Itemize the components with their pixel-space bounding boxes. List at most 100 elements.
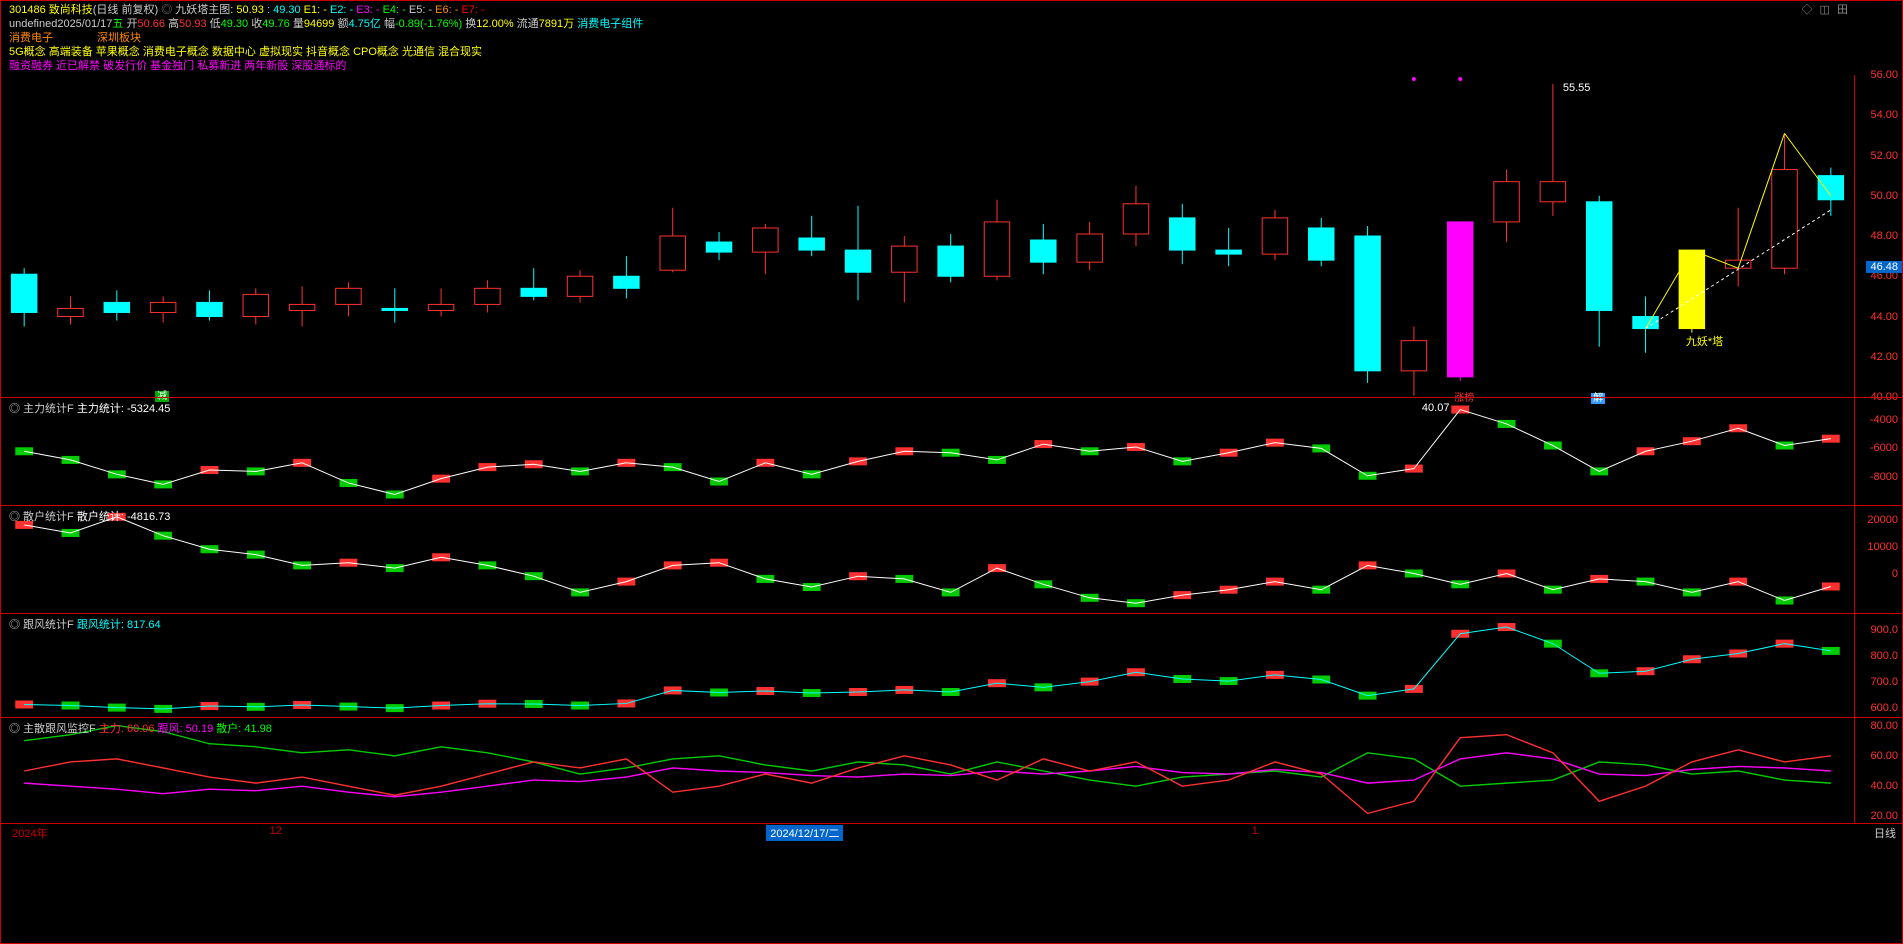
indicator-val-8: E7: -	[458, 4, 484, 16]
time-axis[interactable]: 2024年 12 2024/12/17/二 1 日线	[1, 823, 1902, 839]
ohlc-seg-17: 7891万	[539, 18, 574, 30]
sub4-series-name-1: 跟风:	[158, 723, 183, 735]
time-label[interactable]: 12	[270, 825, 282, 837]
sub4-panel[interactable]: ◎ 主散跟风监控F 主力: 60.06 跟风: 50.19 散户: 41.98 …	[1, 717, 1902, 823]
time-label[interactable]: 2024/12/17/二	[766, 825, 843, 841]
y-tick: 600.0	[1870, 702, 1898, 714]
price-annotation: 九妖*塔	[1686, 333, 1723, 349]
sub2-panel[interactable]: ◎ 散户统计F 散户统计: -4816.73 20000 10000 0	[1, 505, 1902, 613]
y-tick: -8000	[1870, 471, 1898, 483]
ohlc-seg-5: 49.30	[221, 18, 249, 30]
sub4-series-val-0: 60.06	[124, 723, 158, 735]
ohlc-seg-16: 流通	[514, 18, 539, 30]
sub3-panel[interactable]: ◎ 跟风统计F 跟风统计: 817.64 900.0 800.0 700.0 600.0	[1, 613, 1902, 717]
y-tick: 54.00	[1870, 109, 1898, 121]
ohlc-seg-13: -0.89(-1.76%)	[395, 18, 462, 30]
y-tick: 80.00	[1870, 720, 1898, 732]
sub4-title: ◎ 主散跟风监控F 主力: 60.06 跟风: 50.19 散户: 41.98	[9, 720, 272, 736]
ohlc-seg-3: 50.93	[179, 18, 207, 30]
indicator-val-5: E4: -	[380, 4, 406, 16]
header-line5: 融资融券 近已解禁 破发行价 基金独门 私募新进 两年新股 深股通标的	[9, 59, 1896, 73]
indicator-val-1: : 49.30	[264, 4, 301, 16]
header-line3: 消费电子 深圳板块	[9, 31, 1896, 45]
y-tick: 700.0	[1870, 676, 1898, 688]
indicator-val-7: E6: -	[432, 4, 458, 16]
y-tick: 42.00	[1870, 351, 1898, 363]
stock-code: 301486	[9, 4, 49, 16]
ohlc-seg-12: 幅	[381, 18, 395, 30]
sub2-panel-plot[interactable]	[1, 506, 1854, 613]
header-line2: undefined2025/01/17五 开50.66 高50.93 低49.3…	[9, 17, 1896, 31]
y-tick: -6000	[1870, 442, 1898, 454]
main-plot[interactable]: 55.5540.07九妖*塔减涨榜解	[1, 75, 1854, 397]
ohlc-seg-7: 49.76	[262, 18, 290, 30]
header: 301486 致尚科技(日线 前复权) ◎ 九妖塔主图: 50.93 : 49.…	[1, 1, 1902, 75]
y-tick: 52.00	[1870, 150, 1898, 162]
sub4-series-name-2: 散户:	[216, 723, 241, 735]
ohlc-seg-15: 12.00%	[476, 18, 513, 30]
y-axis: 20000 10000 0	[1854, 506, 1902, 613]
sub1-panel-plot[interactable]	[1, 398, 1854, 505]
y-axis: 900.0 800.0 700.0 600.0	[1854, 614, 1902, 717]
sub1-panel-label: 主力统计:	[77, 403, 124, 415]
y-tick: 10000	[1867, 541, 1898, 553]
indicator-val-6: E5: -	[406, 4, 432, 16]
indicator-val-4: E3: -	[353, 4, 379, 16]
sub4-plot[interactable]	[1, 718, 1854, 823]
gear-icon[interactable]: ◎ 跟风统计F	[9, 619, 77, 631]
gear-icon[interactable]: ◎ 散户统计F	[9, 511, 77, 523]
sub1-panel[interactable]: ◎ 主力统计F 主力统计: -5324.45 -4000 -6000 -8000	[1, 397, 1902, 505]
ohlc-seg-1: 50.66	[137, 18, 165, 30]
y-axis: 40.0042.0044.0046.0048.0050.0052.0054.00…	[1854, 75, 1902, 397]
sub3-panel-label: 跟风统计:	[77, 619, 124, 631]
indicator-val-0: : 50.93	[230, 4, 264, 16]
ohlc-seg-14: 换	[462, 18, 476, 30]
time-label[interactable]: 2024年	[12, 825, 47, 841]
indicator-val-2: E1: -	[301, 4, 327, 16]
time-label[interactable]: 1	[1252, 825, 1258, 837]
header-line4: 5G概念 高端装备 苹果概念 消费电子概念 数据中心 虚拟现实 抖音概念 CPO…	[9, 45, 1896, 59]
y-axis: -4000 -6000 -8000	[1854, 398, 1902, 505]
sub2-panel-title: ◎ 散户统计F 散户统计: -4816.73	[9, 508, 170, 524]
y-axis: 80.0060.0040.0020.00	[1854, 718, 1902, 823]
y-tick: 60.00	[1870, 750, 1898, 762]
tags[interactable]: 融资融券 近已解禁 破发行价 基金独门 私募新进 两年新股 深股通标的	[9, 60, 346, 72]
price-annotation: 55.55	[1563, 82, 1591, 94]
y-tick: -4000	[1870, 414, 1898, 426]
ohlc-seg-9: 94699	[304, 18, 335, 30]
y-tick: 800.0	[1870, 650, 1898, 662]
y-tick: 900.0	[1870, 624, 1898, 636]
sub3-panel-title: ◎ 跟风统计F 跟风统计: 817.64	[9, 616, 161, 632]
dow: 五	[112, 18, 123, 30]
sub3-panel-plot[interactable]	[1, 614, 1854, 717]
y-tick: 48.00	[1870, 230, 1898, 242]
y-tick: 56.00	[1870, 69, 1898, 81]
ohlc-seg-4: 低	[207, 18, 221, 30]
sector-2[interactable]: 深圳板块	[97, 32, 141, 44]
sub3-panel-value: 817.64	[124, 619, 161, 631]
ohlc-seg-2: 高	[165, 18, 179, 30]
ohlc-seg-0: 开	[123, 18, 137, 30]
header-line1: 301486 致尚科技(日线 前复权) ◎ 九妖塔主图: 50.93 : 49.…	[9, 3, 1896, 17]
ohlc-seg-10: 额	[334, 18, 348, 30]
gear-icon[interactable]: ◎ 主散跟风监控F	[9, 723, 99, 735]
main-chart-panel[interactable]: 55.5540.07九妖*塔减涨榜解40.0042.0044.0046.0048…	[1, 75, 1902, 397]
y-tick: 40.00	[1870, 780, 1898, 792]
sector-1[interactable]: 消费电子	[9, 32, 53, 44]
y-tick: 20000	[1867, 514, 1898, 526]
sub4-series-val-1: 50.19	[183, 723, 217, 735]
sub2-panel-value: -4816.73	[124, 511, 170, 523]
indicator-icon[interactable]: ◎	[161, 4, 175, 16]
y-tick: 0	[1892, 568, 1898, 580]
gear-icon[interactable]: ◎ 主力统计F	[9, 403, 77, 415]
ohlc-seg-6: 收	[248, 18, 262, 30]
ohlc-seg-8: 量	[290, 18, 304, 30]
top-right-icons[interactable]: ◇ ◫ 田	[1801, 3, 1850, 17]
sub1-panel-value: -5324.45	[124, 403, 170, 415]
ohlc-seg-11: 4.75亿	[348, 18, 380, 30]
concepts[interactable]: 5G概念 高端装备 苹果概念 消费电子概念 数据中心 虚拟现实 抖音概念 CPO…	[9, 46, 482, 58]
sub1-panel-title: ◎ 主力统计F 主力统计: -5324.45	[9, 400, 170, 416]
timeframe-label[interactable]: 日线	[1874, 825, 1896, 841]
sub4-series-name-0: 主力:	[99, 723, 124, 735]
indicator-name: 九妖塔主图	[175, 4, 230, 16]
